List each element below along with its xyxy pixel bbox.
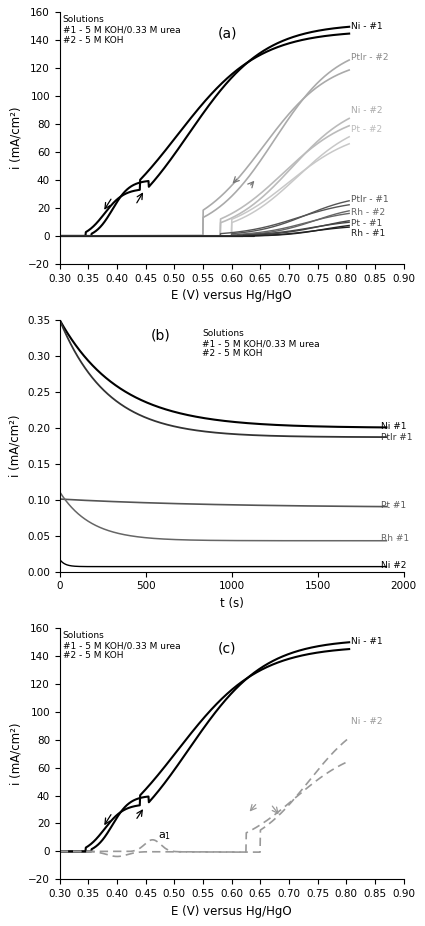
Text: Pt - #1: Pt - #1	[351, 219, 382, 228]
Y-axis label: i (mA/cm²): i (mA/cm²)	[10, 106, 23, 169]
Text: (b): (b)	[151, 329, 170, 343]
X-axis label: E (V) versus Hg/HgO: E (V) versus Hg/HgO	[171, 905, 292, 918]
X-axis label: t (s): t (s)	[220, 597, 244, 610]
Text: Rh - #2: Rh - #2	[351, 207, 385, 217]
Y-axis label: i (mA/cm²): i (mA/cm²)	[10, 722, 23, 785]
Text: Ni - #2: Ni - #2	[351, 106, 382, 115]
Text: Ni - #2: Ni - #2	[351, 717, 382, 726]
Text: Solutions
#1 - 5 M KOH/0.33 M urea
#2 - 5 M KOH: Solutions #1 - 5 M KOH/0.33 M urea #2 - …	[62, 631, 180, 660]
Text: Rh #1: Rh #1	[381, 534, 409, 543]
Text: PtIr - #1: PtIr - #1	[351, 195, 388, 204]
Text: Ni - #1: Ni - #1	[351, 22, 382, 31]
Text: Ni #1: Ni #1	[381, 422, 407, 431]
Text: Solutions
#1 - 5 M KOH/0.33 M urea
#2 - 5 M KOH: Solutions #1 - 5 M KOH/0.33 M urea #2 - …	[62, 15, 180, 45]
Text: Solutions
#1 - 5 M KOH/0.33 M urea
#2 - 5 M KOH: Solutions #1 - 5 M KOH/0.33 M urea #2 - …	[202, 329, 320, 358]
Text: PtIr - #2: PtIr - #2	[351, 53, 388, 61]
Text: PtIr #1: PtIr #1	[381, 432, 413, 442]
Text: a$_1$: a$_1$	[158, 830, 171, 842]
Text: (c): (c)	[217, 642, 236, 656]
Y-axis label: i (mA/cm²): i (mA/cm²)	[8, 415, 21, 477]
Text: Pt #1: Pt #1	[381, 501, 406, 510]
Text: Rh - #1: Rh - #1	[351, 229, 385, 238]
Text: Pt - #2: Pt - #2	[351, 125, 382, 134]
X-axis label: E (V) versus Hg/HgO: E (V) versus Hg/HgO	[171, 289, 292, 302]
Text: (a): (a)	[217, 26, 237, 41]
Text: Ni #2: Ni #2	[381, 560, 407, 569]
Text: Ni - #1: Ni - #1	[351, 637, 382, 646]
